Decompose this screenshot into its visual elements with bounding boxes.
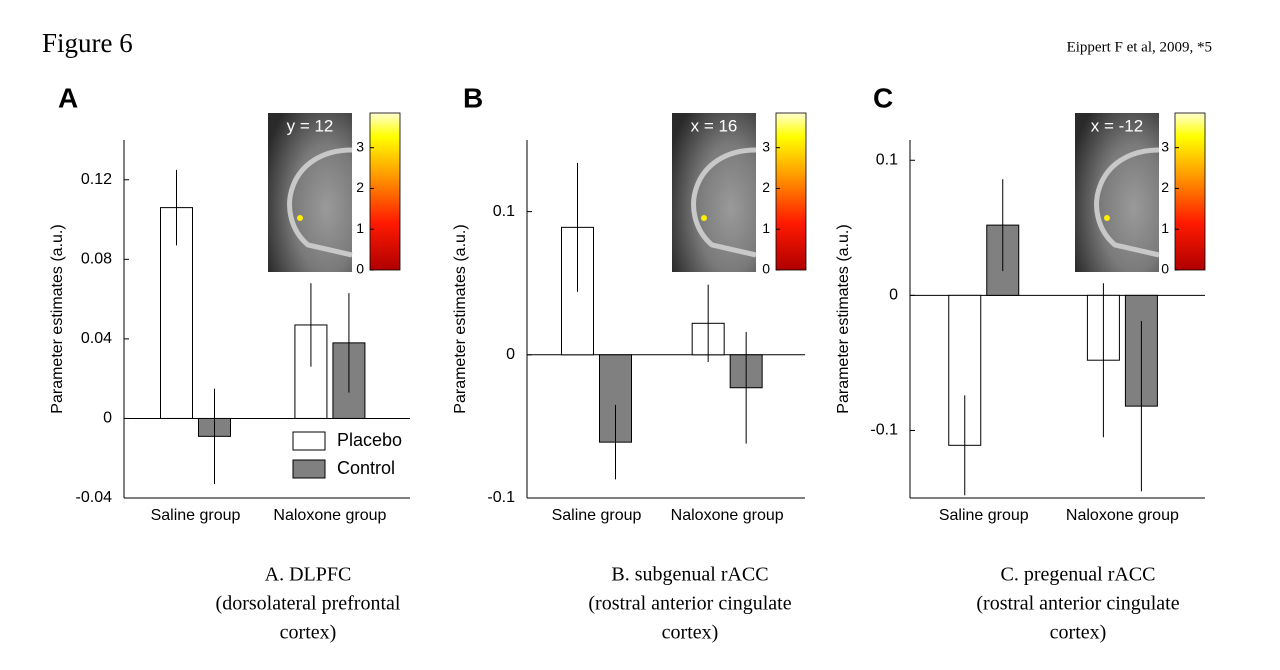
caption: A. DLPFC [265,564,352,586]
inset-label: x = 16 [691,116,738,135]
x-tick-label: Naloxone group [671,507,784,524]
x-tick-label: Saline group [552,507,642,524]
caption: B. subgenual rACC [611,564,768,586]
y-tick-label: 0 [889,287,898,304]
colorbar-tick-label: 3 [762,138,770,154]
y-tick-label: 0.04 [81,330,112,347]
caption: (dorsolateral prefrontal [216,593,401,615]
inset-brain [287,147,353,258]
colorbar-tick-label: 1 [356,220,364,236]
y-tick-label: 0.1 [493,203,515,220]
citation: Eippert F et al, 2009, *5 [1067,39,1212,55]
inset-blob [701,215,707,221]
legend-label: Placebo [337,430,402,450]
x-tick-label: Saline group [939,507,1029,524]
colorbar [1174,112,1206,271]
bar [160,207,193,419]
inset-image [672,113,756,272]
colorbar-tick-label: 2 [356,179,364,195]
legend-label: Control [337,458,395,478]
caption: cortex) [280,622,337,644]
panel-letter: B [463,82,483,113]
caption: cortex) [662,622,719,644]
colorbar-tick-label: 1 [1161,220,1169,236]
x-tick-label: Saline group [151,507,241,524]
inset-brain [691,147,757,258]
x-tick-label: Naloxone group [1066,507,1179,524]
caption: (rostral anterior cingulate [976,593,1179,615]
colorbar-tick-label: 0 [1161,261,1169,277]
y-tick-label: 0.12 [81,171,112,188]
y-tick-label: 0.1 [876,151,898,168]
y-axis-label: Parameter estimates (a.u.) [452,224,469,413]
legend-swatch [292,431,326,451]
inset-blob [1104,215,1110,221]
inset-brain [1094,147,1160,258]
legend-swatch [292,459,326,479]
y-tick-label: -0.1 [487,489,515,506]
colorbar-tick-label: 3 [1161,138,1169,154]
y-tick-label: -0.1 [870,422,898,439]
colorbar [369,112,401,271]
y-tick-label: 0 [103,410,112,427]
panel-letter: A [58,82,78,113]
x-tick-label: Naloxone group [273,507,386,524]
colorbar [775,112,807,271]
colorbar-tick-label: 0 [762,261,770,277]
colorbar-tick-label: 2 [1161,179,1169,195]
inset-image [268,113,352,272]
inset-label: x = -12 [1091,116,1143,135]
colorbar-tick-label: 3 [356,138,364,154]
caption: C. pregenual rACC [1001,564,1156,586]
colorbar-tick-label: 0 [356,261,364,277]
inset-blob [297,215,303,221]
colorbar-tick-label: 2 [762,179,770,195]
inset-image [1075,113,1159,272]
caption: (rostral anterior cingulate [588,593,791,615]
figure-title: Figure 6 [42,28,133,58]
panel-letter: C [873,82,893,113]
y-axis-label: Parameter estimates (a.u.) [835,224,852,413]
inset-label: y = 12 [287,116,334,135]
y-tick-label: -0.04 [76,489,113,506]
y-tick-label: 0.08 [81,251,112,268]
y-tick-label: 0 [506,346,515,363]
y-axis-label: Parameter estimates (a.u.) [49,224,66,413]
caption: cortex) [1050,622,1107,644]
colorbar-tick-label: 1 [762,220,770,236]
